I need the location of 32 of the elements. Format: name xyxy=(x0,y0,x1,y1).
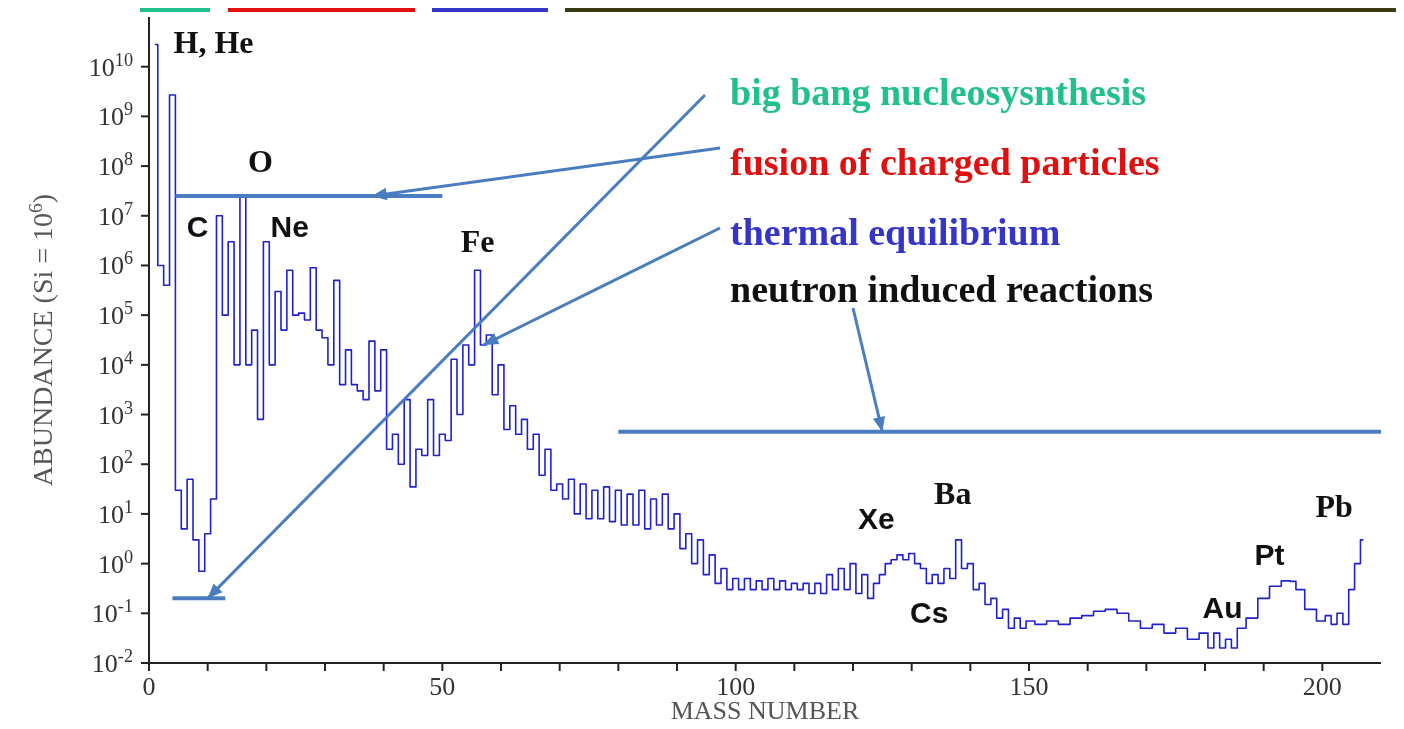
y-tick-label: 10$^{10}$ xyxy=(88,49,133,82)
y-tick-label: 10$^{2}$ xyxy=(97,447,133,480)
y-tick-label: 10$^{-1}$ xyxy=(91,596,133,629)
y-tick-label: 10$^{-2}$ xyxy=(91,646,133,678)
annotation: H, He xyxy=(173,23,254,60)
annotation: O xyxy=(248,143,273,180)
y-tick-label: 10$^{1}$ xyxy=(97,496,133,529)
y-tick-label: 10$^{8}$ xyxy=(97,149,133,182)
annotation: Cs xyxy=(910,596,949,630)
x-tick-label: 150 xyxy=(1009,672,1049,701)
annotation: Xe xyxy=(858,501,895,535)
x-tick-label: 50 xyxy=(429,672,456,701)
annotation: Fe xyxy=(460,222,495,259)
y-tick-label: 10$^{7}$ xyxy=(97,198,133,231)
annotation: Pb xyxy=(1315,487,1353,524)
annotation: thermal equilibrium xyxy=(730,211,1061,253)
x-tick-label: 200 xyxy=(1302,672,1342,701)
y-tick-label: 10$^{0}$ xyxy=(97,546,133,579)
annotation: Au xyxy=(1202,590,1243,624)
annotation: neutron induced reactions xyxy=(730,268,1153,310)
annotation: Ba xyxy=(934,475,972,512)
y-tick-label: 10$^{6}$ xyxy=(97,248,133,281)
annotation: big bang nucleosysnthesis xyxy=(730,71,1147,113)
annotation: Pt xyxy=(1254,537,1285,571)
y-tick-label: 10$^{4}$ xyxy=(97,347,133,380)
x-tick-label: 0 xyxy=(142,672,156,701)
y-tick-label: 10$^{3}$ xyxy=(97,397,133,430)
annotation: Ne xyxy=(270,209,309,243)
y-tick-label: 10$^{9}$ xyxy=(97,99,133,132)
annotation: C xyxy=(186,209,209,243)
y-tick-label: 10$^{5}$ xyxy=(97,298,133,331)
annotation: fusion of charged particles xyxy=(730,141,1160,183)
